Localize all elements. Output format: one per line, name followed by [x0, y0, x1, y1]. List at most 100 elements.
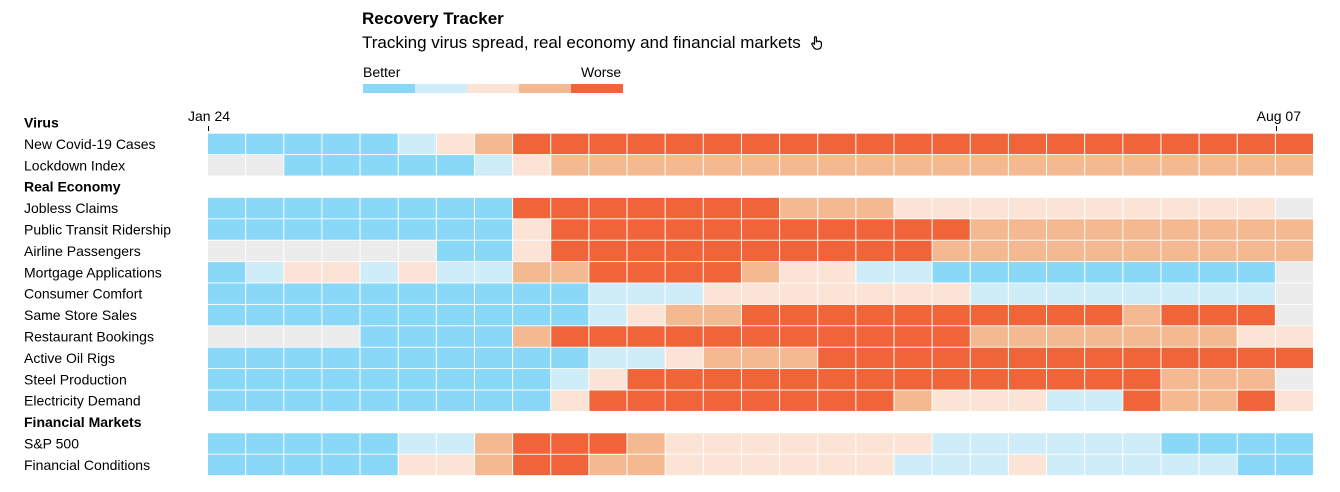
heatmap-cell [513, 390, 551, 411]
heatmap-cell [1008, 283, 1047, 304]
row-label: Active Oil Rigs [24, 350, 115, 366]
heatmap-cell [818, 155, 856, 176]
heatmap-cell [970, 155, 1008, 176]
heatmap-cell [1123, 454, 1161, 476]
heatmap-cell [208, 369, 246, 390]
heatmap-cell [703, 454, 741, 476]
x-end-label: Aug 07 [1257, 108, 1302, 124]
heatmap-cell [970, 197, 1008, 219]
heatmap-cell [474, 369, 513, 390]
heatmap-cell [513, 326, 551, 347]
heatmap-cell [436, 283, 474, 304]
heatmap-cell [436, 390, 474, 411]
heatmap-cell [1047, 240, 1085, 262]
heatmap-cell [436, 262, 474, 283]
heatmap-cell [741, 433, 780, 454]
heatmap-cell [780, 347, 818, 369]
heatmap-cell [474, 219, 513, 240]
heatmap-cell [208, 433, 246, 454]
heatmap-cell [818, 454, 856, 476]
heatmap-cell [932, 347, 970, 369]
heatmap-cell [1237, 133, 1275, 155]
heatmap-row [208, 240, 1313, 262]
heatmap-cell [1123, 347, 1161, 369]
heatmap-cell [932, 155, 970, 176]
legend-swatch-3 [467, 84, 519, 93]
heatmap-cell [1085, 240, 1123, 262]
heatmap-cell [1008, 347, 1047, 369]
heatmap-cell [436, 155, 474, 176]
heatmap-cell [741, 390, 780, 411]
heatmap-cell [932, 304, 970, 326]
heatmap-cell [856, 433, 894, 454]
heatmap-cell [627, 326, 665, 347]
heatmap-cell [780, 454, 818, 476]
heatmap-cell [970, 433, 1008, 454]
heatmap-cell [1085, 197, 1123, 219]
heatmap-cell [932, 240, 970, 262]
heatmap-cell [818, 369, 856, 390]
heatmap-cell [1237, 283, 1275, 304]
heatmap-cell [1008, 133, 1047, 155]
heatmap-cell [589, 240, 627, 262]
heatmap-cell [322, 197, 360, 219]
heatmap-cell [1123, 155, 1161, 176]
row-label: Lockdown Index [24, 157, 125, 173]
heatmap-cell [513, 304, 551, 326]
heatmap-cell [589, 326, 627, 347]
pointer-hand-icon[interactable] [811, 35, 823, 55]
heatmap-cell [284, 133, 322, 155]
heatmap-cell [932, 197, 970, 219]
heatmap-cell [818, 197, 856, 219]
heatmap-cell [360, 347, 398, 369]
heatmap-cell [1199, 304, 1237, 326]
heatmap-cell [551, 304, 589, 326]
heatmap-cell [1237, 304, 1275, 326]
heatmap-cell [1161, 240, 1199, 262]
heatmap-cell [551, 155, 589, 176]
heatmap-cell [360, 390, 398, 411]
heatmap-cell [436, 240, 474, 262]
heatmap-cell [246, 369, 284, 390]
heatmap-cell [246, 347, 284, 369]
heatmap-cell [970, 347, 1008, 369]
heatmap-cell [741, 240, 780, 262]
heatmap-cell [741, 369, 780, 390]
heatmap-cell [398, 390, 436, 411]
heatmap-cell [1085, 219, 1123, 240]
heatmap-cell [1123, 262, 1161, 283]
heatmap-cell [1008, 197, 1047, 219]
heatmap-cell [1161, 326, 1199, 347]
heatmap-cell [703, 262, 741, 283]
heatmap-cell [513, 283, 551, 304]
heatmap-cell [894, 283, 932, 304]
heatmap-cell [246, 262, 284, 283]
heatmap-cell [1199, 219, 1237, 240]
heatmap-cell [284, 197, 322, 219]
heatmap-cell [932, 262, 970, 283]
heatmap-cell [284, 219, 322, 240]
heatmap-cell [246, 155, 284, 176]
heatmap-cell [1237, 369, 1275, 390]
heatmap-cell [1275, 390, 1313, 411]
heatmap-cell [1275, 240, 1313, 262]
heatmap-cell [284, 326, 322, 347]
heatmap-cell [1199, 262, 1237, 283]
legend-worse-label: Worse [581, 64, 622, 80]
heatmap-cell [932, 283, 970, 304]
heatmap-cell [970, 219, 1008, 240]
row-label: Steel Production [24, 371, 127, 387]
row-label: Mortgage Applications [24, 264, 162, 280]
heatmap-cell [1047, 347, 1085, 369]
heatmap-cell [322, 347, 360, 369]
heatmap-cell [1275, 304, 1313, 326]
heatmap-cell [665, 133, 703, 155]
heatmap-cell [1275, 369, 1313, 390]
heatmap-cell [284, 369, 322, 390]
heatmap-cell [932, 219, 970, 240]
heatmap-cell [894, 133, 932, 155]
heatmap-cell [208, 155, 246, 176]
heatmap-cell [436, 219, 474, 240]
heatmap-cell [856, 155, 894, 176]
heatmap-cell [436, 369, 474, 390]
